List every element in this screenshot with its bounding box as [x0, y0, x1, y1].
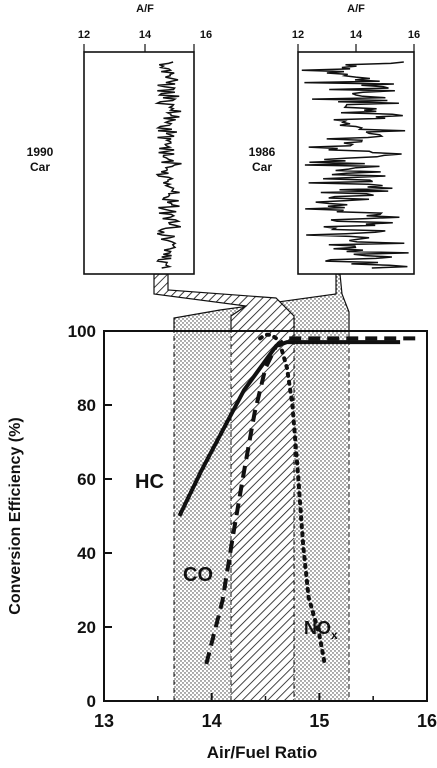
- series-line-hc: [177, 340, 401, 517]
- tick-label-right-2: 16: [408, 29, 420, 41]
- panel-1986: A/F 12 14 16 1986 Car: [249, 3, 420, 275]
- tick-label-right-0: 12: [292, 29, 304, 41]
- y-tick-label: 20: [77, 618, 96, 637]
- series-label-co: CO: [183, 564, 213, 586]
- y-tick-label: 0: [87, 692, 96, 711]
- x-axis-label: Air/Fuel Ratio: [207, 743, 318, 762]
- series-label-nox-sub: x: [331, 628, 338, 642]
- axis-title-af-left: A/F: [136, 3, 154, 15]
- series-label-1990-line1: 1990: [27, 145, 54, 159]
- band-1990: [230, 330, 295, 702]
- series-label-1986-line2: Car: [252, 160, 272, 174]
- x-tick-label: 16: [417, 711, 437, 731]
- series-line-no: [258, 332, 327, 666]
- series-label-hc: HC: [135, 471, 164, 493]
- series-label-1990-line2: Car: [30, 160, 50, 174]
- series-line-co: [204, 336, 422, 665]
- tick-label-left-2: 16: [200, 29, 212, 41]
- tick-label-left-1: 14: [139, 29, 152, 41]
- y-axis-label: Conversion Efficiency (%): [7, 417, 24, 614]
- trace-1986: [301, 61, 409, 269]
- x-tick-label: 14: [202, 711, 222, 731]
- y-tick-label: 100: [68, 322, 96, 341]
- y-tick-label: 80: [77, 396, 96, 415]
- y-tick-label: 60: [77, 470, 96, 489]
- series-label-1986-line1: 1986: [249, 145, 276, 159]
- series-label-nox: NOx: [304, 618, 338, 642]
- tick-label-right-1: 14: [350, 29, 363, 41]
- x-tick-label: 13: [94, 711, 114, 731]
- series-label-nox-main: NO: [304, 618, 331, 638]
- x-tick-label: 15: [309, 711, 329, 731]
- axis-title-af-right: A/F: [347, 3, 365, 15]
- panel-1990: A/F 12 14 16 1990 Car: [27, 3, 212, 275]
- main-chart: 0 20 40 60 80 100 13 14 15 16 HC CO NOx Conversio…: [7, 322, 437, 762]
- trace-1990: [154, 61, 182, 269]
- tick-label-left-0: 12: [78, 29, 90, 41]
- y-tick-label: 40: [77, 544, 96, 563]
